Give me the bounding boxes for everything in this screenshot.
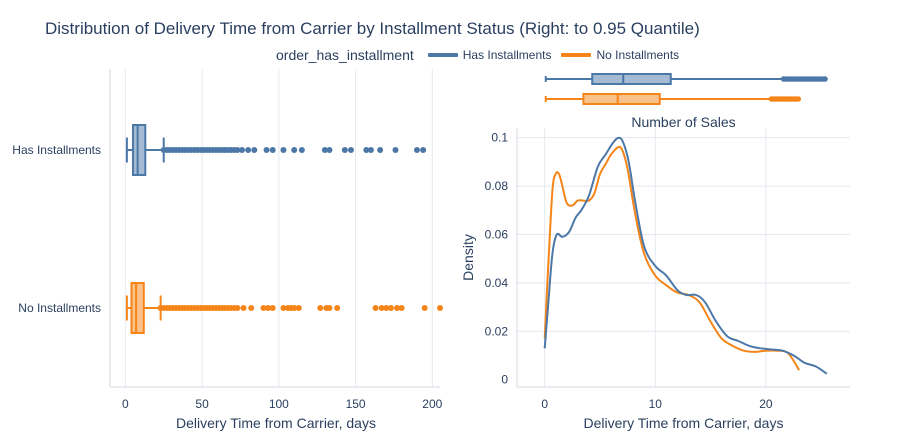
legend-swatch-no-installments — [561, 53, 592, 57]
box-outlier-point — [421, 305, 428, 311]
legend-label-has-installments: Has Installments — [462, 48, 552, 62]
box-outlier-point — [392, 147, 399, 153]
box-outlier-point — [291, 147, 298, 153]
box-outlier-point — [420, 147, 427, 153]
box-outlier-point — [326, 305, 333, 311]
y-tick-label: 0.02 — [485, 324, 509, 338]
x-tick-label: 150 — [346, 397, 366, 411]
box-outlier-point — [317, 305, 324, 311]
legend-item-has-installments[interactable]: Has Installments — [427, 48, 552, 62]
box-outlier-point — [363, 147, 370, 153]
subplot-title: Number of Sales — [631, 114, 735, 130]
box-iqr — [132, 124, 147, 176]
box-outlier-point — [334, 305, 341, 311]
x-tick-label: 0 — [122, 397, 129, 411]
marginal-box-iqr — [591, 73, 672, 85]
box-outlier-point — [269, 305, 276, 311]
box-outlier-point — [291, 305, 298, 311]
box-outlier-point — [280, 305, 287, 311]
box-has-installments — [125, 124, 427, 176]
box-outlier-point — [383, 305, 390, 311]
legend-swatch-has-installments — [427, 53, 458, 57]
box-iqr — [130, 282, 145, 334]
box-outlier-point — [295, 305, 302, 311]
box-outlier-point — [372, 305, 379, 311]
box-outlier-point — [413, 147, 420, 153]
x-axis-title: Delivery Time from Carrier, days — [584, 415, 784, 431]
box-outlier-point — [387, 305, 394, 311]
box-outlier-point — [251, 147, 258, 153]
box-outlier-point — [321, 147, 328, 153]
box-outlier-point — [298, 147, 305, 153]
marginal-box-no-installments — [544, 93, 802, 105]
x-tick-label: 50 — [195, 397, 209, 411]
box-outlier-point — [394, 305, 401, 311]
y-tick-label: 0.04 — [485, 276, 509, 290]
box-outlier-point — [280, 147, 287, 153]
marginal-outlier-point — [822, 76, 828, 82]
box-outlier-point — [378, 305, 385, 311]
box-outlier-point — [341, 147, 348, 153]
box-no-installments — [125, 282, 443, 334]
y-tick-label: 0 — [501, 373, 508, 387]
legend: order_has_installment Has Installments N… — [276, 47, 689, 63]
box-outlier-point — [347, 147, 354, 153]
box-outlier-point — [326, 147, 333, 153]
y-category-label: Has Installments — [12, 143, 101, 157]
box-outlier-point — [234, 147, 241, 153]
marginal-box-has-installments — [544, 73, 828, 85]
y-tick-label: 0.06 — [485, 228, 509, 242]
legend-title: order_has_installment — [276, 47, 414, 63]
y-tick-label: 0.08 — [485, 179, 509, 193]
box-outlier-point — [240, 305, 247, 311]
box-outlier-point — [248, 305, 255, 311]
density-line-no-installments — [543, 145, 800, 371]
box-outlier-point — [377, 147, 384, 153]
chart-title: Distribution of Delivery Time from Carri… — [45, 19, 700, 38]
x-axis-title: Delivery Time from Carrier, days — [176, 415, 376, 431]
x-tick-label: 10 — [649, 397, 663, 411]
x-tick-label: 20 — [759, 397, 773, 411]
box-outlier-point — [260, 305, 267, 311]
y-tick-label: 0.1 — [491, 131, 508, 145]
density-line-has-installments — [543, 136, 828, 375]
box-outlier-point — [263, 147, 270, 153]
legend-item-no-installments[interactable]: No Installments — [561, 48, 679, 62]
box-outlier-point — [269, 147, 276, 153]
box-outlier-point — [234, 305, 241, 311]
x-tick-label: 200 — [422, 397, 442, 411]
x-tick-label: 0 — [541, 397, 548, 411]
box-outlier-point — [245, 147, 252, 153]
x-tick-label: 100 — [269, 397, 289, 411]
marginal-outlier-point — [795, 96, 802, 102]
marginal-box-iqr — [582, 93, 661, 105]
legend-label-no-installments: No Installments — [596, 48, 680, 62]
y-axis-title: Density — [460, 234, 476, 281]
box-outlier-point — [367, 147, 374, 153]
box-outlier-point — [398, 305, 405, 311]
y-category-label: No Installments — [18, 301, 101, 315]
box-outlier-point — [265, 305, 272, 311]
box-outlier-point — [437, 305, 443, 311]
box-outlier-point — [239, 147, 245, 153]
